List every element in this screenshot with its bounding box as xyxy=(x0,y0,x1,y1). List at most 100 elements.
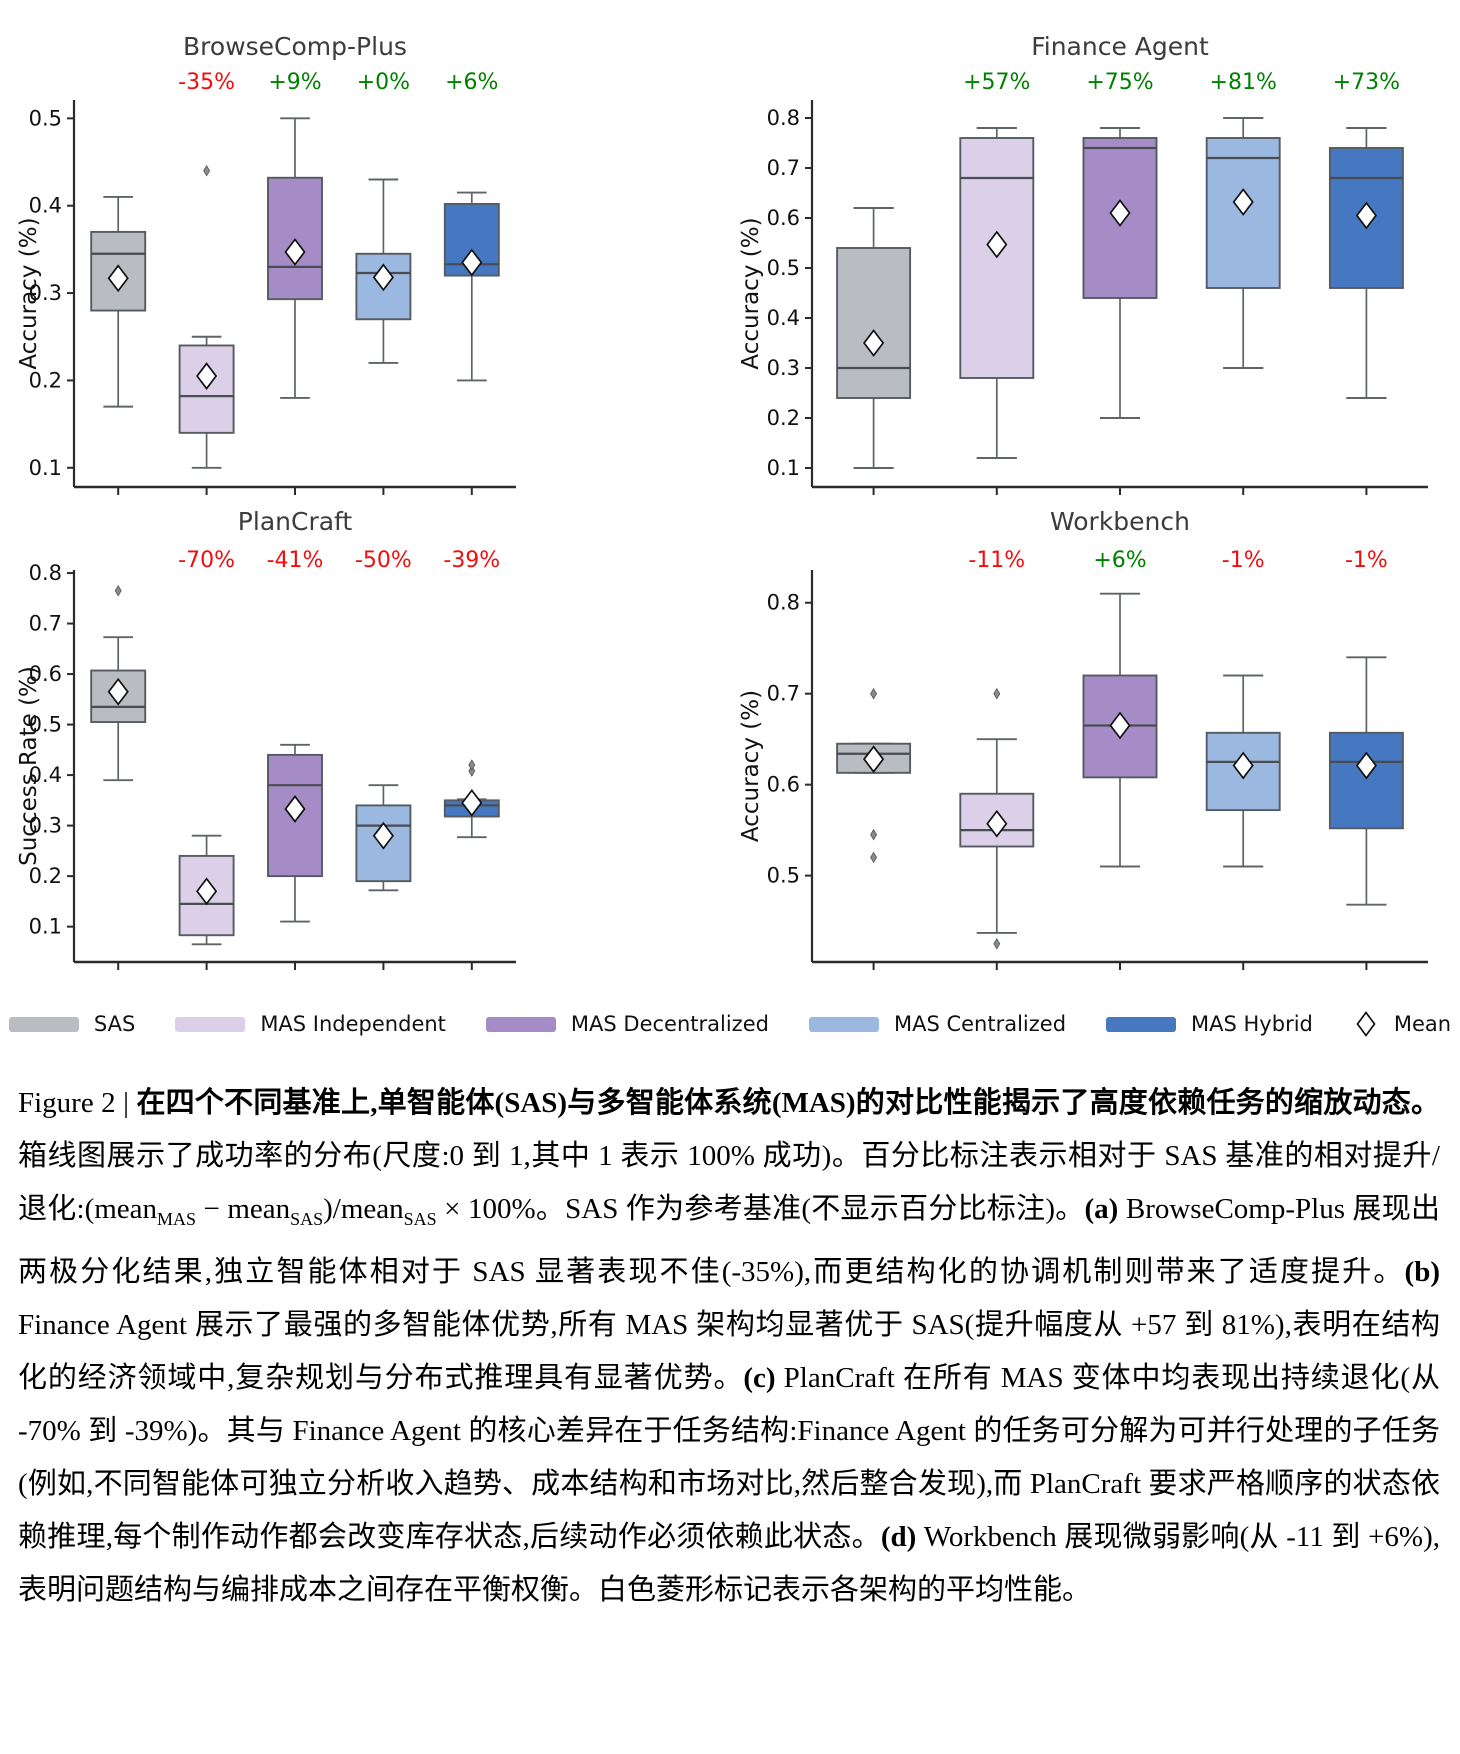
box-mas-decentralized xyxy=(1082,592,1158,868)
y-tick-label: 0.1 xyxy=(29,915,62,939)
box-mas-decentralized xyxy=(1082,127,1158,419)
mean-marker xyxy=(1232,751,1254,780)
mean-marker xyxy=(284,795,306,823)
box-mas-hybrid xyxy=(1328,656,1404,906)
caption-segment: 在四个不同基准上,单智能体(SAS)与多智能体系统(MAS)的对比性能揭示了高度… xyxy=(136,1087,1440,1119)
y-tick-label: 0.5 xyxy=(767,256,800,280)
caption-segment: (c) xyxy=(743,1361,776,1394)
mean-marker xyxy=(986,809,1008,838)
y-tick-label: 0.4 xyxy=(29,194,62,218)
y-tick-label: 0.6 xyxy=(767,773,800,797)
mean-marker xyxy=(372,263,394,292)
box-mas-hybrid xyxy=(443,191,500,382)
y-tick-label: 0.7 xyxy=(29,612,62,636)
caption-segment: SAS xyxy=(290,1208,324,1229)
box-mas-centralized xyxy=(1205,674,1281,868)
mean-marker xyxy=(107,677,129,706)
outlier-marker xyxy=(993,687,1001,700)
pct-label-mas-centralized: -50% xyxy=(355,548,412,573)
pct-label-mas-independent: -11% xyxy=(968,548,1025,573)
box-sas xyxy=(90,196,147,408)
y-tick-label: 0.5 xyxy=(767,864,800,888)
mean-marker xyxy=(1109,199,1131,227)
pct-label-mas-centralized: +81% xyxy=(1210,70,1277,95)
outlier-marker xyxy=(870,828,878,841)
legend-label: MAS Decentralized xyxy=(570,1012,769,1036)
legend-swatch-mas-decentralized xyxy=(485,1016,556,1032)
y-tick-label: 0.6 xyxy=(767,206,800,230)
legend-swatch-sas xyxy=(8,1016,79,1032)
y-tick-label: 0.8 xyxy=(767,106,800,130)
caption-segment: SAS xyxy=(403,1208,437,1229)
legend-item-sas: SAS xyxy=(8,1012,135,1036)
pct-label-mas-hybrid: +6% xyxy=(445,70,498,95)
boxplot-charts-grid: BrowseComp-Plus -35% +9% +0% +6% 0.1 0.2 0.3 0.4… xyxy=(16,32,1428,970)
legend-label: MAS Hybrid xyxy=(1191,1012,1313,1036)
y-tick-label: 0.2 xyxy=(29,368,62,392)
y-tick-label: 0.5 xyxy=(29,713,62,737)
mean-marker xyxy=(1355,751,1377,780)
y-tick-label: 0.7 xyxy=(767,682,800,706)
chart-title: Finance Agent xyxy=(1031,32,1209,61)
legend-label: MAS Centralized xyxy=(893,1012,1067,1036)
pct-label-mas-decentralized: -41% xyxy=(267,548,324,573)
y-tick-label: 0.8 xyxy=(767,591,800,615)
mean-marker xyxy=(863,329,885,357)
pct-label-mas-hybrid: -39% xyxy=(443,548,500,573)
pct-label-mas-centralized: -1% xyxy=(1222,548,1265,573)
pct-label-mas-independent: +57% xyxy=(963,70,1030,95)
mean-marker xyxy=(284,238,306,266)
mean-marker xyxy=(863,745,885,774)
caption-segment: (b) xyxy=(1404,1255,1440,1288)
y-tick-label: 0.2 xyxy=(29,864,62,888)
mean-marker xyxy=(1355,201,1377,230)
caption-segment: PlanCraft 在所有 MAS 变体中均表现出持续退化(从 -70% 到 -… xyxy=(18,1361,1440,1553)
mean-marker xyxy=(196,877,218,906)
iqr-box xyxy=(1328,731,1404,830)
chart-title: BrowseComp-Plus xyxy=(183,32,407,61)
outlier-marker xyxy=(870,851,878,864)
legend-swatch-mas-independent xyxy=(175,1016,246,1032)
legend-swatch-mas-hybrid xyxy=(1106,1016,1177,1032)
pct-label-mas-independent: -70% xyxy=(178,548,235,573)
y-axis-label: Accuracy (%) xyxy=(738,690,764,842)
caption-segment: Figure 2 | xyxy=(18,1087,137,1119)
caption-segment: Workbench 展现微弱影响(从 -11 到 +6%),表明问题结构与编排成… xyxy=(18,1520,1440,1606)
chart-title: Workbench xyxy=(1050,507,1190,536)
y-axis-label: Accuracy (%) xyxy=(738,217,764,369)
legend-item-mean: Mean xyxy=(1353,1009,1451,1039)
caption-segment: − mean xyxy=(195,1193,291,1225)
y-tick-label: 0.3 xyxy=(29,281,62,305)
chart-plancraft: PlanCraft-70% -41% -50% -39% 0.1 0.2 0.3 0.4 0.5… xyxy=(16,507,516,970)
caption-segment: BrowseComp-Plus 展现出两极分化结果,独立智能体相对于 SAS 显… xyxy=(18,1193,1440,1288)
legend-swatch-mas-centralized xyxy=(808,1016,879,1032)
caption-segment: MAS xyxy=(157,1208,196,1229)
box-mas-centralized xyxy=(1205,117,1281,369)
mean-marker xyxy=(1109,711,1131,740)
box-mas-hybrid xyxy=(1328,127,1404,399)
legend-item-mas-centralized: MAS Centralized xyxy=(808,1012,1067,1036)
box-mas-independent xyxy=(178,834,235,946)
mean-marker xyxy=(461,248,483,277)
pct-label-mas-independent: -35% xyxy=(178,70,235,95)
legend-item-mas-hybrid: MAS Hybrid xyxy=(1106,1012,1313,1036)
y-tick-label: 0.3 xyxy=(29,814,62,838)
mean-marker xyxy=(461,788,483,817)
y-tick-label: 0.1 xyxy=(767,456,800,480)
chart-browsecomp-plus: BrowseComp-Plus -35% +9% +0% +6% 0.1 0.2 0.3 0.4… xyxy=(16,32,516,495)
box-mas-independent xyxy=(178,164,235,469)
box-sas xyxy=(836,207,912,469)
caption-segment: )/mean xyxy=(323,1193,404,1225)
box-mas-independent xyxy=(959,687,1035,950)
outlier-marker xyxy=(203,164,211,177)
legend-label: Mean xyxy=(1393,1012,1452,1036)
mean-marker xyxy=(1232,188,1254,216)
legend-item-mas-decentralized: MAS Decentralized xyxy=(485,1012,769,1036)
y-tick-label: 0.2 xyxy=(767,406,800,430)
legend-label: MAS Independent xyxy=(260,1012,446,1036)
y-tick-label: 0.4 xyxy=(767,306,800,330)
y-tick-label: 0.8 xyxy=(29,561,62,585)
legend: SAS MAS Independent MAS Decentralized MAS C… xyxy=(0,1001,1460,1047)
chart-workbench: Workbench -11% +6% -1% -1% 0.5 0.6 0.7 0.8 Accura… xyxy=(738,507,1428,970)
outlier-marker xyxy=(468,759,476,771)
